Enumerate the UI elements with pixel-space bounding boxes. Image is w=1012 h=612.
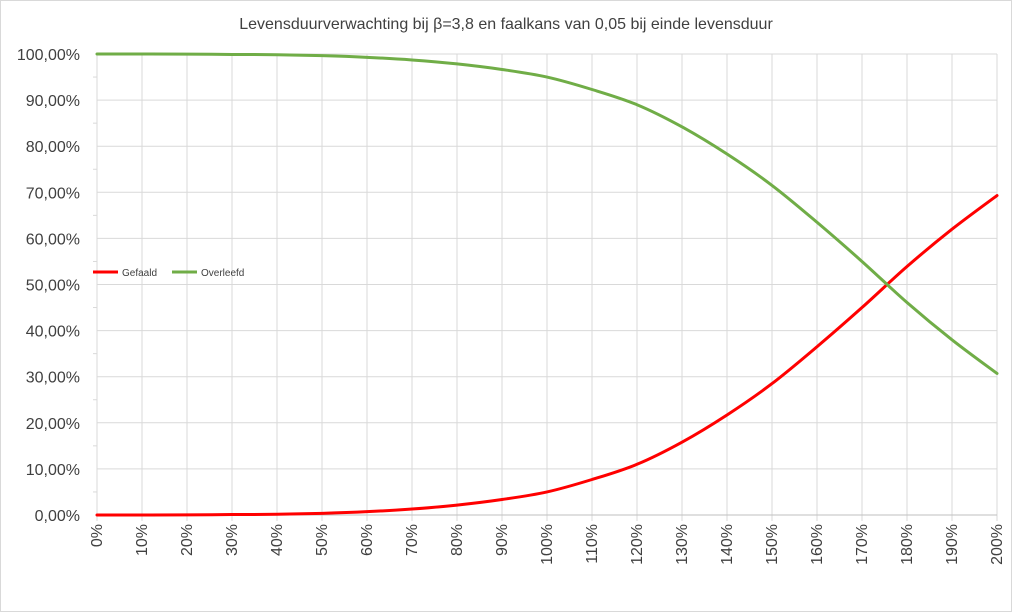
x-tick-label: 30%	[224, 524, 241, 556]
y-tick-label: 70,00%	[26, 185, 80, 202]
y-tick-label: 0,00%	[35, 508, 80, 525]
y-tick-label: 20,00%	[26, 416, 80, 433]
x-tick-label: 200%	[989, 524, 1006, 565]
x-gridlines	[96, 54, 998, 521]
x-tick-label: 160%	[809, 524, 826, 565]
series-line-overleefd	[95, 52, 999, 375]
y-tick-label: 90,00%	[26, 93, 80, 110]
x-axis-tick-labels: 0% 10% 20% 30% 40% 50% 60% 70% 80% 90% 100% 110% 120…	[89, 524, 1006, 565]
x-tick-label: 190%	[944, 524, 961, 565]
y-tick-label: 30,00%	[26, 370, 80, 387]
x-tick-label: 130%	[674, 524, 691, 565]
x-tick-label: 70%	[404, 524, 421, 556]
chart-title: Levensduurverwachting bij β=3,8 en faalk…	[239, 16, 773, 33]
legend-label: Overleefd	[201, 268, 244, 279]
y-tick-label: 50,00%	[26, 278, 80, 295]
x-tick-label: 100%	[539, 524, 556, 565]
y-tick-label: 40,00%	[26, 324, 80, 341]
y-axis-tick-labels: 0,00% 10,00% 20,00% 30,00% 40,00% 50,00% 60,00…	[17, 47, 80, 525]
x-tick-label: 120%	[629, 524, 646, 565]
legend-label: Gefaald	[122, 268, 157, 279]
x-tick-label: 40%	[269, 524, 286, 556]
x-tick-label: 150%	[764, 524, 781, 565]
x-tick-label: 60%	[359, 524, 376, 556]
x-tick-label: 0%	[89, 524, 106, 547]
x-tick-label: 10%	[134, 524, 151, 556]
legend: Gefaald Overleefd	[93, 268, 244, 279]
y-tick-label: 80,00%	[26, 139, 80, 156]
x-tick-label: 140%	[719, 524, 736, 565]
x-tick-label: 90%	[494, 524, 511, 556]
series-line-gefaald	[95, 194, 999, 517]
x-tick-label: 20%	[179, 524, 196, 556]
y-tick-label: 100,00%	[17, 47, 80, 64]
minor-tick-marks	[93, 76, 97, 493]
y-tick-label: 10,00%	[26, 462, 80, 479]
series-lines	[95, 52, 999, 517]
x-tick-label: 180%	[899, 524, 916, 565]
x-tick-label: 80%	[449, 524, 466, 556]
x-tick-label: 110%	[584, 524, 601, 564]
x-tick-label: 50%	[314, 524, 331, 556]
y-tick-label: 60,00%	[26, 231, 80, 248]
x-tick-label: 170%	[854, 524, 871, 565]
